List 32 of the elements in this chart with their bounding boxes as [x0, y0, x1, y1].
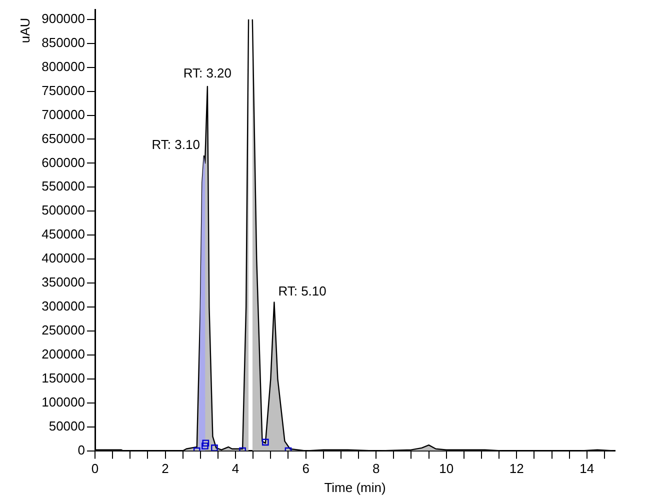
annotation: RT: 3.10: [152, 137, 200, 152]
x-tick-label: 14: [580, 461, 594, 476]
y-tick-label: 900000: [42, 10, 85, 26]
y-tick-label: 350000: [42, 274, 85, 290]
y-tick-label: 700000: [42, 106, 85, 122]
y-tick-label: 200000: [42, 346, 85, 362]
annotation: RT: 3.20: [183, 66, 232, 81]
y-tick-label: 750000: [42, 82, 85, 98]
x-axis-title: Time (min): [324, 480, 386, 495]
y-tick-label: 550000: [42, 178, 85, 194]
y-tick-label: 850000: [42, 34, 85, 50]
y-tick-label: 800000: [42, 58, 85, 74]
y-tick-label: 250000: [42, 322, 85, 338]
x-tick-label: 4: [232, 461, 240, 476]
y-tick-label: 400000: [42, 250, 85, 266]
x-tick-label: 12: [509, 461, 524, 476]
x-tick-label: 8: [372, 461, 380, 476]
annotation: RT: 5.10: [278, 283, 326, 298]
y-tick-label: 300000: [42, 298, 85, 314]
y-axis-title: uAU: [18, 18, 33, 44]
y-tick-label: 500000: [42, 202, 85, 218]
y-tick-label: 600000: [42, 154, 85, 170]
x-tick-label: 2: [162, 461, 169, 476]
x-tick-label: 0: [91, 461, 99, 476]
x-tick-label: 6: [302, 461, 310, 476]
y-tick-label: 450000: [42, 226, 85, 242]
y-tick-label: 50000: [48, 418, 85, 434]
x-tick-label: 10: [439, 461, 454, 476]
y-tick-label: 100000: [42, 394, 85, 410]
y-tick-label: 150000: [42, 370, 85, 386]
y-tick-label: 650000: [42, 130, 85, 146]
y-tick-label: 0: [78, 442, 85, 458]
